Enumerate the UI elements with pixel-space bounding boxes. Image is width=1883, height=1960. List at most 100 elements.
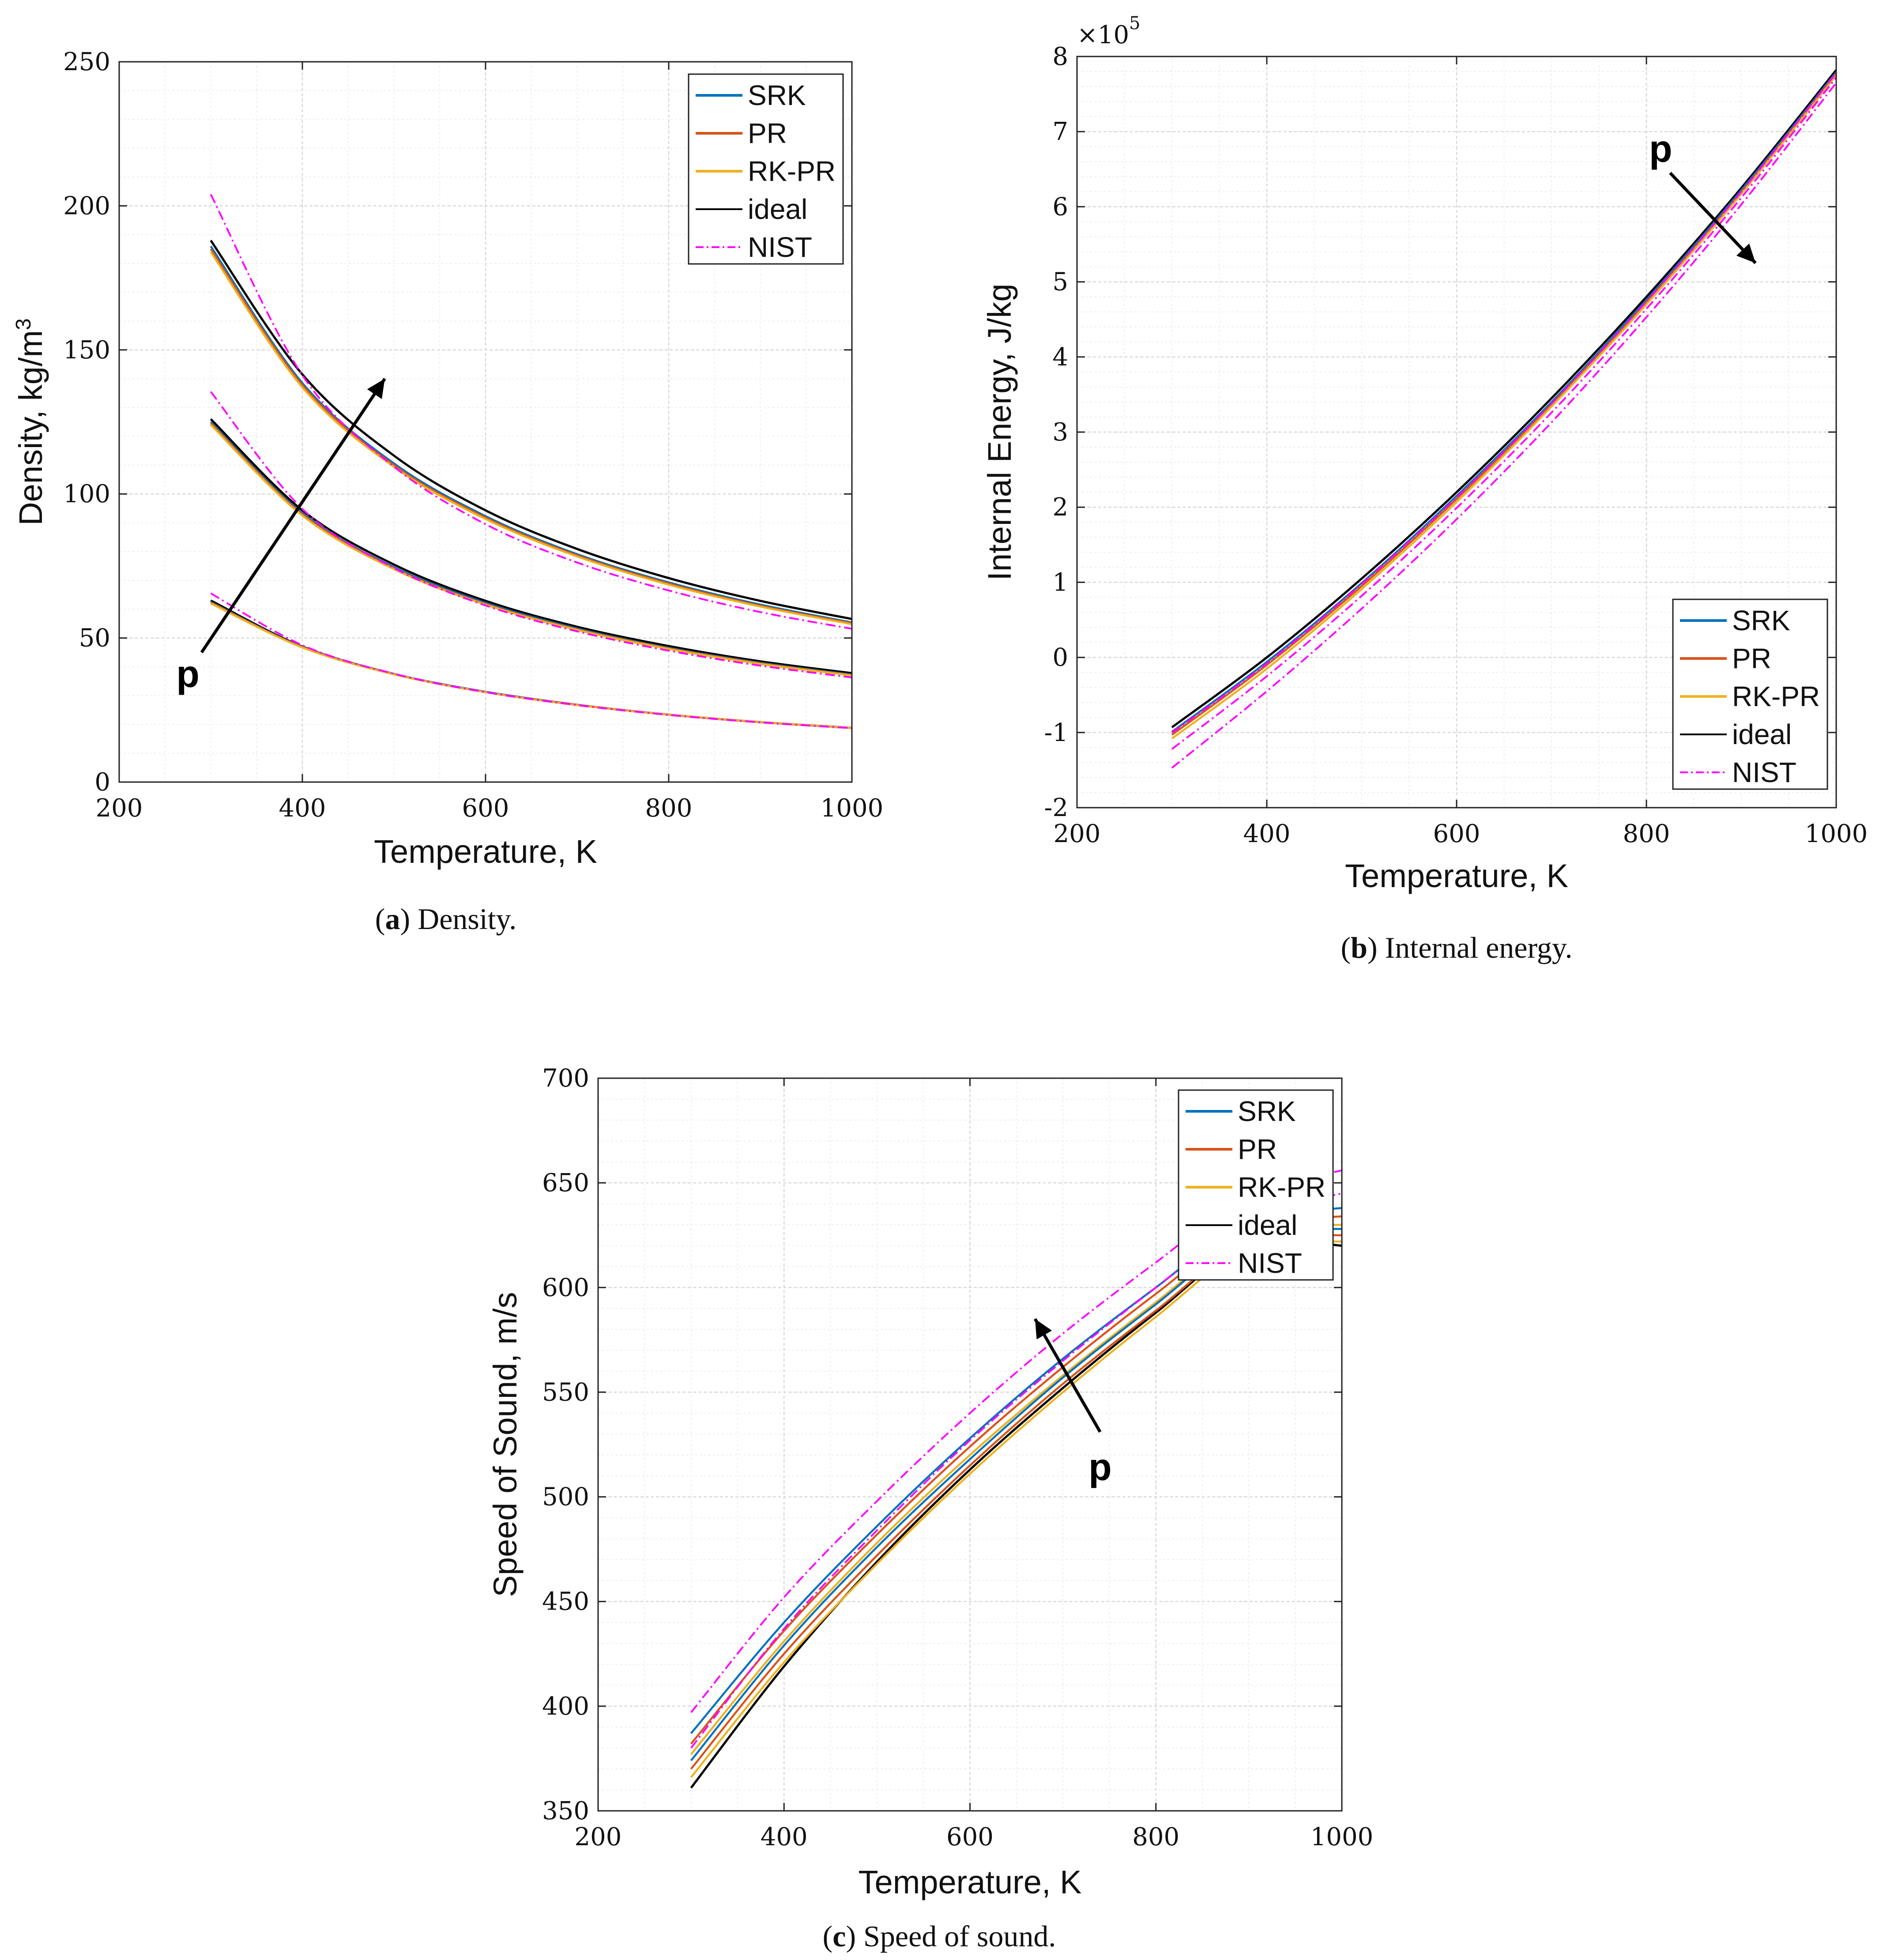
y-tick-label: 200 [63,192,110,220]
legend-label-rk-pr: RK-PR [748,155,836,187]
annotation-arrowhead [367,379,385,399]
x-tick-label: 600 [1433,820,1480,848]
y-tick-label: -2 [1044,794,1068,822]
caption-text: Speed of sound. [856,1919,1056,1953]
x-tick-label: 400 [279,794,326,823]
y-tick-label: -1 [1044,719,1068,747]
series-line-rk-pr [210,424,852,677]
annotation-label: p [1649,128,1672,170]
y-multiplier: ×10 [1077,21,1129,49]
x-tick-label: 400 [1243,820,1291,848]
x-tick-label: 800 [645,794,693,823]
y-tick-label: 600 [542,1273,589,1302]
legend-label-srk: SRK [1238,1095,1296,1127]
annotation-arrowhead [1736,243,1756,263]
x-tick-label: 1000 [1805,820,1868,848]
legend-label-rk-pr: RK-PR [1732,681,1820,712]
y-tick-label: 8 [1052,42,1068,71]
series-line-nist [1171,77,1836,750]
legend-label-pr: PR [1238,1133,1277,1165]
y-tick-label: 550 [542,1378,589,1407]
caption: (c) Speed of sound. [823,1919,1056,1953]
annotation-label: p [176,653,200,696]
x-tick-label: 1000 [1311,1823,1374,1851]
caption-letter: b [1351,931,1367,964]
series-line-srk [210,245,852,624]
annotation-arrow [1669,172,1757,264]
y-tick-label: 700 [542,1064,589,1093]
y-tick-label: 250 [63,48,110,76]
x-tick-label: 800 [1623,820,1670,848]
y-tick-label: 4 [1052,343,1068,372]
y-tick-label: 7 [1052,117,1068,146]
legend-label-nist: NIST [748,231,812,263]
x-tick-label: 400 [761,1823,808,1851]
legend-label-srk: SRK [748,79,806,111]
y-tick-label: 2 [1052,493,1068,522]
series-line-rk-pr [1171,75,1836,740]
legend-label-ideal: ideal [1732,719,1792,750]
series-line-nist [1171,72,1836,734]
y-tick-label: 500 [542,1483,589,1512]
legend-label-rk-pr: RK-PR [1238,1171,1326,1203]
x-axis-label: Temperature, K [859,1864,1082,1900]
x-tick-label: 200 [96,794,143,823]
y-tick-label: 100 [63,480,110,508]
panel-a-density: 200 400 600 800 1000 0 50 100 150 200 250 Temperatu… [12,48,884,936]
x-tick-label: 200 [575,1823,622,1851]
series-line-ideal [1171,69,1836,728]
annotation-arrow [1033,1318,1102,1433]
series-line-nist [210,194,852,630]
series-group [210,194,852,729]
x-tick-label: 200 [1054,820,1101,848]
x-axis-label: Temperature, K [374,833,597,870]
y-tick-label: 450 [542,1588,589,1616]
legend-label-nist: NIST [1732,756,1796,788]
legend-label-nist: NIST [1238,1247,1302,1279]
legend: SRK PR RK-PR ideal NIST [1672,598,1828,790]
y-tick-label: 0 [94,768,110,797]
y-tick-label: 3 [1052,418,1068,447]
y-axis-label: Speed of Sound, m/s [487,1292,523,1597]
y-tick-label: 6 [1052,192,1068,221]
series-line-nist [690,1169,1342,1713]
y-tick-label: 0 [1052,643,1068,672]
x-axis-label: Temperature, K [1345,858,1568,894]
legend-box [1178,1089,1334,1281]
annotation-arrowhead [1035,1319,1052,1339]
y-tick-label: 1 [1052,568,1068,597]
x-tick-label: 800 [1132,1823,1179,1851]
y-axis-label: Density, kg/m3 [12,318,49,525]
caption: (b) Internal energy. [1341,931,1573,964]
caption-text: Internal energy. [1378,931,1573,964]
series-line-rk-pr [210,251,852,625]
series-line-nist [1171,82,1836,769]
caption: (a) Density. [375,902,516,936]
series-line-ideal [210,240,852,620]
y-axis-label: Internal Energy, J/kg [981,283,1018,580]
legend: SRK PR RK-PR ideal NIST [688,73,844,265]
legend-label-ideal: ideal [748,193,807,225]
legend-label-srk: SRK [1732,605,1790,636]
series-line-srk [1171,71,1836,733]
series-group [1171,69,1836,769]
y-axis-label-superscript: 3 [12,318,35,330]
y-tick-label: 150 [63,336,110,365]
caption-letter: c [832,1919,846,1953]
annotation-label: p [1088,1446,1112,1489]
legend-box [688,73,844,265]
y-tick-label: 650 [542,1169,589,1197]
x-tick-label: 600 [946,1823,994,1851]
x-tick-label: 600 [462,794,509,823]
caption-letter: a [385,902,400,936]
legend-label-pr: PR [1732,643,1771,674]
y-tick-label: 5 [1052,268,1068,297]
series-line-nist [210,592,852,729]
series-line-nist [210,391,852,679]
legend-label-ideal: ideal [1238,1209,1297,1241]
legend-box [1672,598,1828,790]
y-tick-label: 350 [542,1797,589,1825]
x-tick-label: 1000 [821,794,884,823]
